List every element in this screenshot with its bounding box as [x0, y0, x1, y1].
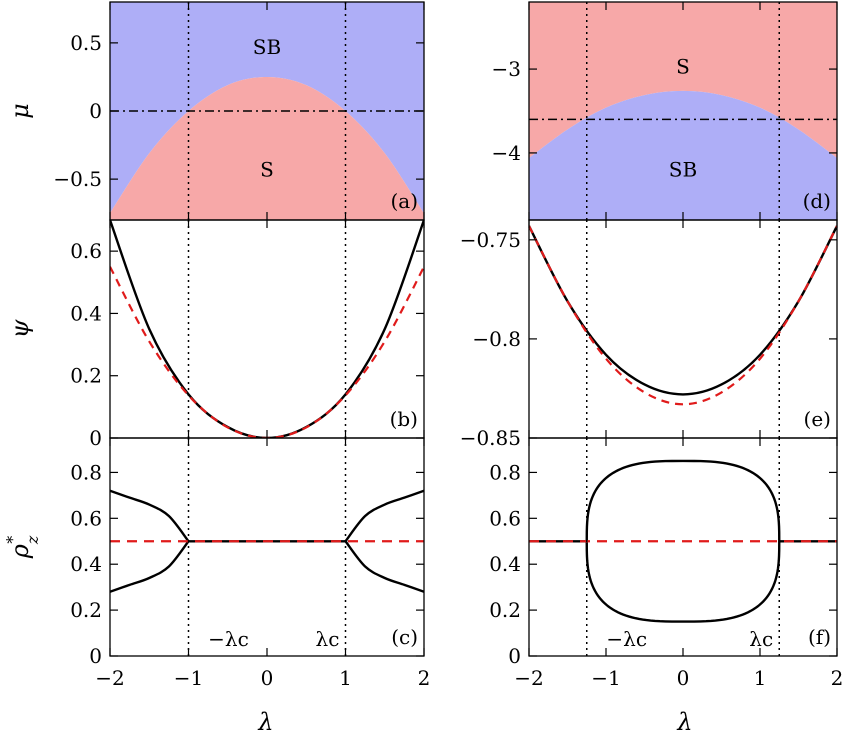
y-tick-label: 0.2: [70, 364, 102, 388]
x-tick-label: 2: [831, 666, 844, 690]
x-axis-label-right: λ: [676, 708, 692, 736]
x-tick-label: 0: [677, 666, 690, 690]
x-tick-label: 0: [261, 666, 274, 690]
panels-layer: SBS−0.500.5(a)μ00.20.40.6(b)ψ00.20.40.60…: [3, 1, 844, 690]
y-axis-label-a: μ: [6, 103, 34, 119]
y-tick-label: 0.8: [70, 460, 102, 484]
y-tick-label: −0.5: [53, 167, 102, 191]
dashed-curve: [529, 225, 837, 406]
broken-symmetry-branch: [110, 489, 190, 542]
region-S-fill: [529, 2, 837, 158]
x-tick-label: −2: [514, 666, 543, 690]
panel-b: 0 0.2 0.4 0.6 (b) ψ: [6, 219, 425, 450]
x-axis-label-left: λ: [257, 708, 273, 736]
region-label-SB: SB: [669, 158, 697, 182]
plot-area-b: [110, 220, 424, 438]
x-tick-label: −1: [591, 666, 620, 690]
y-tick-label: 0.2: [489, 598, 521, 622]
panel-tag-a: (a): [390, 189, 418, 213]
panel-a: SB S −0.5 0 0.5 (a) μ: [6, 1, 425, 221]
region-label-S: S: [676, 55, 690, 79]
panel-d: S SB −4 −3 (d): [492, 1, 838, 221]
y-tick-label: −3: [492, 57, 521, 81]
dashed-curve: [110, 266, 424, 438]
y-tick-label: −0.85: [460, 426, 521, 450]
y-tick-label: 0.5: [70, 31, 102, 55]
solid-curve: [110, 220, 424, 438]
region-SB-fill: [529, 90, 837, 220]
y-axis-label-b: ψ: [6, 318, 34, 338]
y-tick-label: 0.4: [70, 301, 102, 325]
y-tick-label: −0.75: [460, 228, 521, 252]
y-tick-label: 0.6: [489, 506, 521, 530]
y-tick-label: 0.6: [70, 506, 102, 530]
plot-area-c: [110, 438, 424, 656]
broken-symmetry-branch: [344, 489, 424, 542]
region-label-S: S: [260, 158, 274, 182]
plot-area-d: [529, 2, 837, 220]
plot-area-a: [110, 2, 424, 220]
y-tick-label: 0.4: [70, 552, 102, 576]
x-tick-label: −2: [95, 666, 124, 690]
y-tick-label: 0.2: [70, 598, 102, 622]
panel-tag-f: (f): [808, 625, 831, 649]
y-tick-label: −0.8: [472, 327, 521, 351]
y-tick-label: 0.6: [70, 239, 102, 263]
x-tick-label: 2: [418, 666, 431, 690]
lambda-c-label: λc: [749, 627, 773, 651]
plot-area-e: [529, 220, 837, 438]
region-SB-fill: [110, 2, 424, 214]
panel-tag-d: (d): [803, 189, 831, 213]
y-tick-label: 0: [89, 99, 102, 123]
minus-lambda-c-label: −λc: [606, 627, 647, 651]
y-tick-label: 0.8: [489, 460, 521, 484]
panel-tag-b: (b): [390, 407, 418, 431]
panel-frame: [109, 437, 425, 657]
panel-tag-e: (e): [804, 407, 831, 431]
x-tick-label: −1: [174, 666, 203, 690]
solid-curve: [529, 225, 837, 396]
y-tick-label: 0: [89, 426, 102, 450]
y-tick-label: −4: [492, 141, 521, 165]
region-S-fill: [110, 76, 424, 220]
y-tick-label: 0: [89, 644, 102, 668]
lambda-c-label: λc: [316, 627, 340, 651]
y-tick-label: 0: [508, 644, 521, 668]
x-tick-label: 1: [754, 666, 767, 690]
panel-e: −0.85 −0.8 −0.75 (e): [460, 219, 838, 450]
broken-symmetry-branch: [110, 540, 190, 593]
panel-frame: [109, 219, 425, 439]
x-tick-label: 1: [339, 666, 352, 690]
panel-frame: [528, 437, 838, 657]
panel-tag-c: (c): [391, 625, 418, 649]
region-label-SB: SB: [253, 35, 281, 59]
panel-f: 0 0.2 0.4 0.6 0.8 −2 −1 0 1 2 −λc λc (f): [489, 437, 844, 690]
panel-c: 0 0.2 0.4 0.6 0.8 −2 −1 0 1 2 −λc λc (c) ρz*: [3, 437, 431, 690]
y-tick-label: 0.4: [489, 552, 521, 576]
minus-lambda-c-label: −λc: [208, 627, 249, 651]
y-axis-label-c: ρz*: [3, 535, 42, 559]
broken-symmetry-branch: [344, 540, 424, 593]
plot-area-f: [529, 438, 837, 656]
